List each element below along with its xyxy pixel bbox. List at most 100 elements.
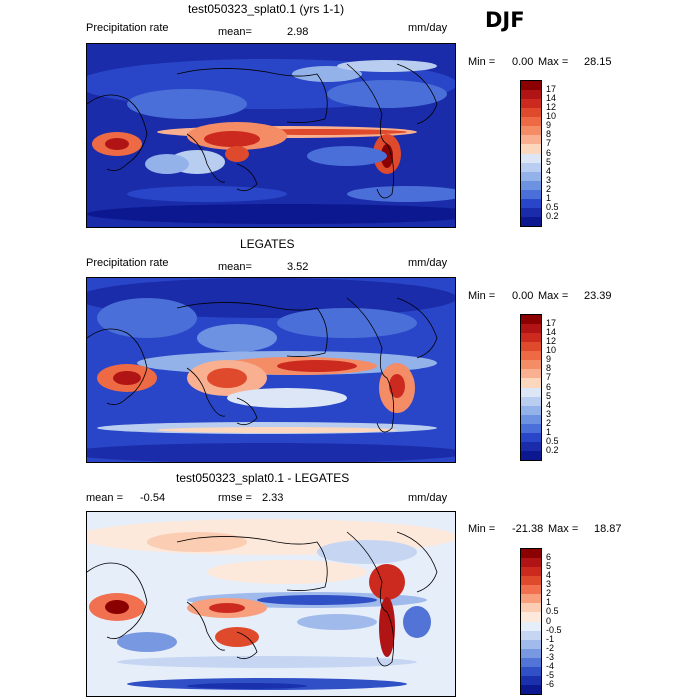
colorbar-tick-label: 17 bbox=[546, 84, 557, 95]
panel-3-mean-label: mean = bbox=[86, 492, 123, 504]
colorbar-segment bbox=[521, 432, 541, 442]
colorbar-segment bbox=[521, 99, 541, 109]
colorbar-tick-label: 7 bbox=[546, 372, 552, 383]
colorbar-tick-label: 4 bbox=[546, 165, 552, 176]
colorbar-tick-label: 1 bbox=[546, 192, 552, 203]
colorbar-segment bbox=[521, 378, 541, 388]
colorbar-tick-label: 1 bbox=[546, 597, 552, 608]
colorbar-segment bbox=[521, 450, 541, 460]
panel-2-mean-label: mean= bbox=[218, 261, 252, 273]
colorbar-segment bbox=[521, 621, 541, 631]
panel-3-mean-value: -0.54 bbox=[140, 492, 166, 504]
colorbar-segment bbox=[521, 612, 541, 622]
panel-2-units: mm/day bbox=[408, 257, 448, 269]
colorbar-tick-label: 3 bbox=[546, 579, 552, 590]
colorbar-segment bbox=[521, 414, 541, 424]
colorbar-segment bbox=[521, 315, 541, 325]
colorbar-tick-label: 8 bbox=[546, 129, 552, 140]
colorbar-tick-label: 6 bbox=[546, 147, 552, 158]
colorbar-tick-label: -3 bbox=[546, 651, 555, 662]
colorbar-tick-label: 1 bbox=[546, 426, 552, 437]
colorbar-segment bbox=[521, 351, 541, 361]
colorbar-tick-label: 5 bbox=[546, 561, 552, 572]
colorbar-tick-label: 9 bbox=[546, 354, 552, 365]
colorbar-segment bbox=[521, 396, 541, 406]
panel-2-min-label: Min = bbox=[468, 290, 496, 302]
colorbar-tick-label: 7 bbox=[546, 138, 552, 149]
colorbar-tick-label: 10 bbox=[546, 111, 557, 122]
colorbar-tick-label: 6 bbox=[546, 552, 552, 563]
panel-3-max-label: Max = bbox=[548, 523, 579, 535]
colorbar-tick-label: 10 bbox=[546, 345, 557, 356]
colorbar-segment bbox=[521, 360, 541, 370]
colorbar-segment bbox=[521, 171, 541, 181]
colorbar-segment bbox=[521, 189, 541, 199]
panel-2-colorbar bbox=[520, 314, 542, 461]
colorbar-tick-label: 0.2 bbox=[546, 444, 559, 455]
colorbar-tick-label: -2 bbox=[546, 642, 555, 653]
colorbar-tick-label: 9 bbox=[546, 120, 552, 131]
panel-1-mean-label: mean= bbox=[218, 26, 252, 38]
colorbar-tick-label: 14 bbox=[546, 93, 557, 104]
colorbar-tick-label: 0.5 bbox=[546, 201, 559, 212]
colorbar-segment bbox=[521, 324, 541, 334]
panel-1-max-label: Max = bbox=[538, 56, 569, 68]
colorbar-segment bbox=[521, 648, 541, 658]
panel-1-map-svg bbox=[87, 44, 455, 227]
colorbar-segment bbox=[521, 666, 541, 676]
panel-1-colorbar bbox=[520, 80, 542, 227]
colorbar-segment bbox=[521, 153, 541, 163]
colorbar-segment bbox=[521, 567, 541, 577]
colorbar-segment bbox=[521, 180, 541, 190]
colorbar-segment bbox=[521, 657, 541, 667]
panel-2-max-label: Max = bbox=[538, 290, 569, 302]
colorbar-segment bbox=[521, 144, 541, 154]
colorbar-tick-label: 0.2 bbox=[546, 210, 559, 221]
colorbar-segment bbox=[521, 423, 541, 433]
panel-3-min-label: Min = bbox=[468, 523, 496, 535]
colorbar-segment bbox=[521, 108, 541, 118]
colorbar-segment bbox=[521, 639, 541, 649]
panel-3-min-value: -21.38 bbox=[512, 523, 544, 535]
panel-2-map bbox=[86, 277, 456, 463]
colorbar-tick-label: 0.5 bbox=[546, 435, 559, 446]
colorbar-tick-label: 3 bbox=[546, 408, 552, 419]
panel-1-title: test050323_splat0.1 (yrs 1-1) bbox=[188, 2, 345, 16]
colorbar-tick-label: 3 bbox=[546, 174, 552, 185]
panel-2-map-svg bbox=[87, 278, 455, 462]
colorbar-segment bbox=[521, 369, 541, 379]
colorbar-tick-label: 4 bbox=[546, 570, 552, 581]
panel-2-title: LEGATES bbox=[240, 237, 295, 251]
panel-1-min-value: 0.00 bbox=[512, 56, 534, 68]
colorbar-segment bbox=[521, 630, 541, 640]
panel-1-min-label: Min = bbox=[468, 56, 496, 68]
colorbar-segment bbox=[521, 405, 541, 415]
colorbar-segment bbox=[521, 216, 541, 226]
colorbar-tick-label: 2 bbox=[546, 183, 552, 194]
colorbar-tick-label: 8 bbox=[546, 363, 552, 374]
colorbar-segment bbox=[521, 198, 541, 208]
colorbar-segment bbox=[521, 603, 541, 613]
colorbar-tick-label: -4 bbox=[546, 660, 555, 671]
season-label: DJF bbox=[485, 8, 525, 32]
panel-1-mean-value: 2.98 bbox=[287, 26, 309, 38]
colorbar-segment bbox=[521, 441, 541, 451]
panel-1-colorbar-ticks: 17 14 12 10 9 8 7 6 5 4 3 2 1 0.5 0.2 bbox=[546, 80, 586, 225]
panel-3-rmse-value: 2.33 bbox=[262, 492, 284, 504]
panel-3-map bbox=[86, 511, 456, 697]
colorbar-tick-label: 0 bbox=[546, 615, 552, 626]
colorbar-tick-label: -1 bbox=[546, 633, 555, 644]
colorbar-tick-label: 17 bbox=[546, 318, 557, 329]
colorbar-tick-label: 0.5 bbox=[546, 606, 559, 617]
colorbar-tick-label: 5 bbox=[546, 156, 552, 167]
colorbar-segment bbox=[521, 558, 541, 568]
panel-3-units: mm/day bbox=[408, 492, 448, 504]
colorbar-tick-label: 2 bbox=[546, 588, 552, 599]
colorbar-tick-label: 6 bbox=[546, 381, 552, 392]
colorbar-tick-label: -5 bbox=[546, 669, 555, 680]
colorbar-segment bbox=[521, 594, 541, 604]
colorbar-tick-label: 12 bbox=[546, 336, 557, 347]
colorbar-segment bbox=[521, 684, 541, 694]
colorbar-tick-label: 14 bbox=[546, 327, 557, 338]
panel-2-min-value: 0.00 bbox=[512, 290, 534, 302]
